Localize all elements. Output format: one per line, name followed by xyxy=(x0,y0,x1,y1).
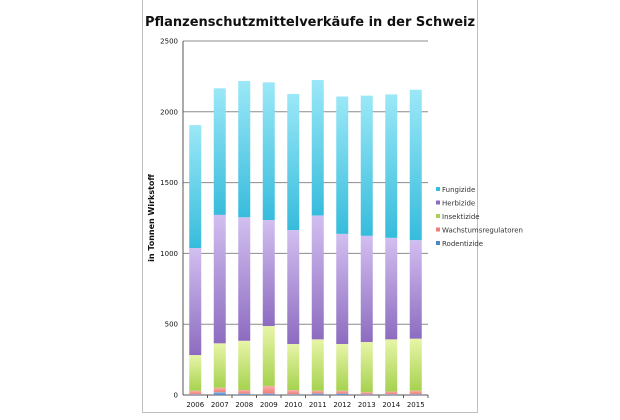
chart-title: Pflanzenschutzmittelverkäufe in der Schw… xyxy=(145,15,475,30)
bar-fungizide-2007 xyxy=(213,88,226,215)
bar-wachstumsregulatoren-2009 xyxy=(262,385,275,394)
legend-item: Rodentizide xyxy=(442,240,483,248)
bar-fungizide-2012 xyxy=(336,96,349,234)
bar-herbizide-2012 xyxy=(336,233,349,345)
x-tick-label: 2010 xyxy=(284,401,302,409)
legend-swatch xyxy=(436,227,440,232)
bar-insektizide-2014 xyxy=(385,339,398,392)
bar-fungizide-2009 xyxy=(262,82,275,220)
y-tick-label: 2000 xyxy=(160,108,178,116)
x-tick-label: 2013 xyxy=(358,401,376,409)
bar-fungizide-2014 xyxy=(385,94,398,238)
bar-herbizide-2013 xyxy=(360,235,373,343)
x-tick-label: 2009 xyxy=(260,401,278,409)
bar-rodentizide-2013 xyxy=(360,394,373,395)
bar-insektizide-2007 xyxy=(213,343,226,388)
bar-insektizide-2013 xyxy=(360,342,373,393)
bar-wachstumsregulatoren-2011 xyxy=(311,390,324,394)
legend-swatch xyxy=(436,214,440,218)
bar-wachstumsregulatoren-2008 xyxy=(238,390,251,394)
legend-swatch xyxy=(436,241,440,245)
bar-fungizide-2008 xyxy=(238,80,251,218)
bar-herbizide-2007 xyxy=(213,214,226,344)
bar-wachstumsregulatoren-2010 xyxy=(287,390,300,395)
bar-herbizide-2009 xyxy=(262,219,275,327)
x-tick-label: 2006 xyxy=(186,401,204,409)
legend-item: Wachstumsregulatoren xyxy=(442,227,523,235)
x-tick-label: 2008 xyxy=(235,401,253,409)
bar-fungizide-2011 xyxy=(311,79,324,216)
bar-herbizide-2011 xyxy=(311,215,324,340)
x-tick-label: 2012 xyxy=(333,401,351,409)
y-tick-label: 1500 xyxy=(160,179,178,187)
bar-herbizide-2010 xyxy=(287,230,300,345)
bar-wachstumsregulatoren-2006 xyxy=(189,390,202,395)
x-tick-label: 2015 xyxy=(407,401,425,409)
chart-frame xyxy=(142,0,478,413)
bar-wachstumsregulatoren-2015 xyxy=(409,390,422,395)
bar-rodentizide-2011 xyxy=(311,393,324,395)
bar-insektizide-2012 xyxy=(336,344,349,391)
legend-item: Insektizide xyxy=(442,213,480,221)
bar-insektizide-2006 xyxy=(189,355,202,391)
bar-insektizide-2009 xyxy=(262,326,275,386)
bar-wachstumsregulatoren-2007 xyxy=(213,387,226,393)
bar-insektizide-2008 xyxy=(238,340,251,391)
bar-rodentizide-2014 xyxy=(385,394,398,395)
bar-rodentizide-2006 xyxy=(189,394,202,395)
bar-rodentizide-2007 xyxy=(213,392,226,395)
bar-insektizide-2015 xyxy=(409,338,422,391)
x-tick-label: 2011 xyxy=(309,401,327,409)
bar-fungizide-2013 xyxy=(360,95,373,236)
bar-rodentizide-2009 xyxy=(262,393,275,395)
legend-swatch xyxy=(436,187,440,191)
x-tick-label: 2014 xyxy=(382,401,400,409)
bar-wachstumsregulatoren-2014 xyxy=(385,391,398,395)
bar-insektizide-2011 xyxy=(311,339,324,391)
bar-wachstumsregulatoren-2012 xyxy=(336,390,349,394)
bar-fungizide-2010 xyxy=(287,93,300,231)
bar-insektizide-2010 xyxy=(287,344,300,391)
bar-rodentizide-2015 xyxy=(409,394,422,395)
bar-rodentizide-2008 xyxy=(238,393,251,395)
y-tick-label: 500 xyxy=(165,321,178,329)
bar-herbizide-2006 xyxy=(189,248,202,356)
y-axis-label: in Tonnen Wirkstoff xyxy=(147,174,156,262)
x-tick-label: 2007 xyxy=(211,401,229,409)
bar-wachstumsregulatoren-2013 xyxy=(360,392,373,395)
legend-item: Fungizide xyxy=(442,186,475,194)
y-tick-label: 0 xyxy=(174,392,178,400)
bar-herbizide-2008 xyxy=(238,217,251,341)
bar-rodentizide-2010 xyxy=(287,394,300,395)
bar-herbizide-2014 xyxy=(385,237,398,340)
bar-herbizide-2015 xyxy=(409,240,422,339)
y-tick-label: 1000 xyxy=(160,250,178,258)
bar-fungizide-2006 xyxy=(189,125,202,249)
y-tick-label: 2500 xyxy=(160,38,178,46)
legend-swatch xyxy=(436,200,440,205)
bar-rodentizide-2012 xyxy=(336,393,349,395)
legend-item: Herbizide xyxy=(442,200,475,208)
bar-fungizide-2015 xyxy=(409,89,422,241)
